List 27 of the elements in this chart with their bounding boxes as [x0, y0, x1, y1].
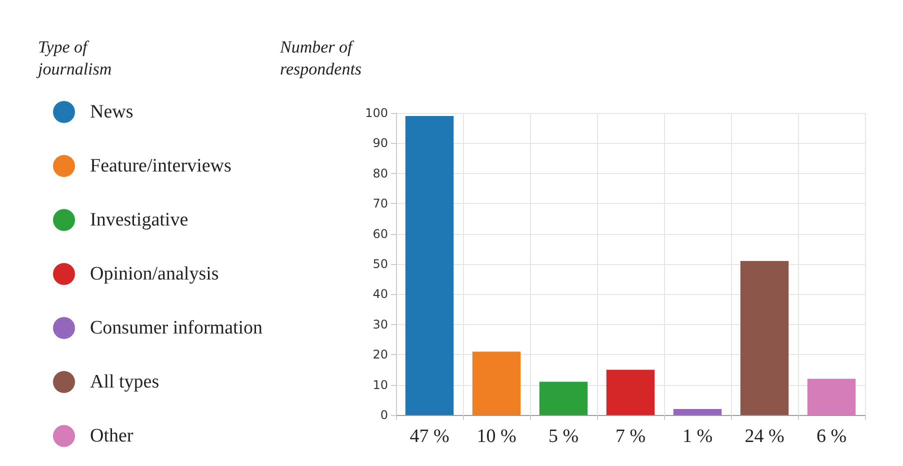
y-tick-label: 80: [372, 166, 388, 180]
x-tick-label: 24 %: [744, 426, 784, 447]
legend-title: Type of journalism: [36, 38, 112, 78]
x-tick-label: 10 %: [476, 426, 516, 447]
y-tick-label: 50: [372, 257, 388, 271]
y-axis-title: Number of respondents: [279, 38, 362, 78]
x-tick-label: 1 %: [682, 426, 713, 447]
y-tick-label: 20: [372, 348, 388, 362]
legend-label: Other: [90, 426, 134, 446]
legend-label: News: [90, 102, 134, 122]
legend-label: Opinion/analysis: [90, 264, 219, 284]
x-tick-label: 6 %: [816, 426, 847, 447]
x-tick-label: 47 %: [410, 426, 450, 447]
x-tick-label: 5 %: [548, 426, 579, 447]
y-tick-label: 40: [372, 287, 388, 302]
x-tick-label: 7 %: [615, 426, 646, 447]
y-tick-label: 0: [380, 408, 388, 422]
legend-label: All types: [90, 372, 160, 392]
legend-label: Consumer information: [90, 318, 264, 338]
y-tick-label: 70: [372, 196, 388, 211]
y-tick-label: 30: [372, 317, 388, 332]
y-tick-label: 60: [372, 226, 388, 241]
legend-label: Investigative: [90, 210, 188, 230]
y-tick-label: 10: [372, 378, 388, 392]
y-tick-label: 90: [372, 136, 388, 150]
legend-label: Feature/interviews: [90, 156, 232, 176]
y-tick-label: 100: [365, 106, 388, 120]
